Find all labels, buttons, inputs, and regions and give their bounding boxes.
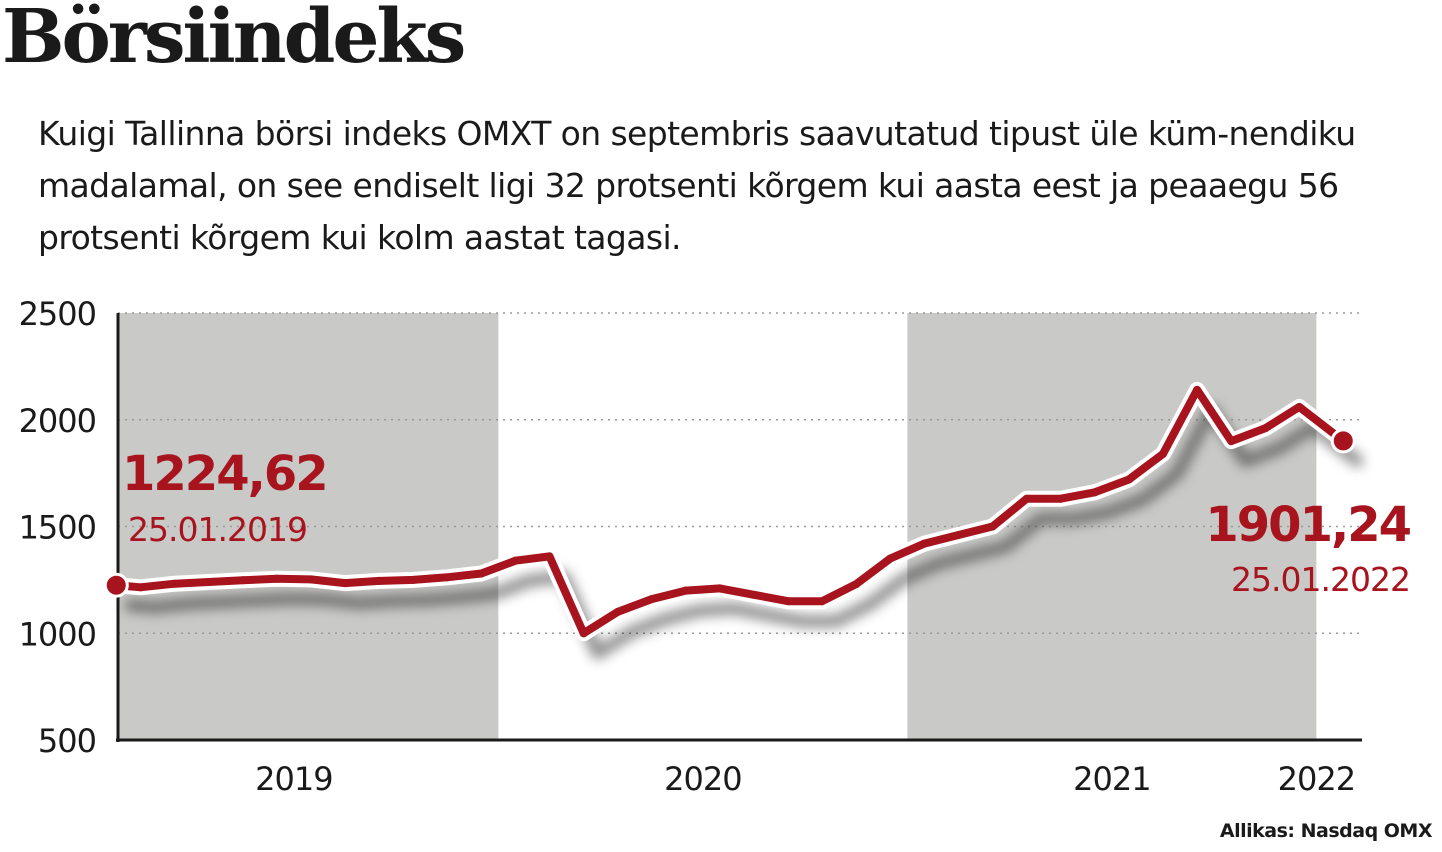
- x-tick-label: 2022: [1278, 760, 1355, 798]
- series-line-shadow: [124, 403, 1364, 660]
- data-point: [1022, 494, 1031, 503]
- data-point: [1261, 424, 1270, 433]
- data-point: [204, 578, 213, 587]
- data-point: [647, 595, 656, 604]
- data-point: [954, 531, 963, 540]
- data-point: [272, 574, 281, 583]
- endpoint-marker: [103, 572, 129, 598]
- y-tick-label: 2000: [19, 402, 96, 440]
- data-point: [375, 576, 384, 585]
- data-point: [545, 552, 554, 561]
- data-point: [511, 556, 520, 565]
- data-point: [920, 539, 929, 548]
- data-point: [409, 575, 418, 584]
- data-point: [238, 576, 247, 585]
- y-tick-label: 500: [38, 722, 96, 760]
- data-point: [852, 580, 861, 589]
- data-point: [170, 579, 179, 588]
- data-point: [988, 522, 997, 531]
- data-point: [579, 629, 588, 638]
- endpoint-marker: [1330, 428, 1356, 454]
- data-point: [1124, 475, 1133, 484]
- data-point: [1056, 494, 1065, 503]
- y-tick-label: 2500: [19, 295, 96, 333]
- data-point: [306, 575, 315, 584]
- data-point: [443, 573, 452, 582]
- data-point: [477, 569, 486, 578]
- data-point: [749, 590, 758, 599]
- chart-subtitle: Kuigi Tallinna börsi indeks OMXT on sept…: [38, 114, 1356, 257]
- data-point: [715, 584, 724, 593]
- start-value-label: 1224,62: [122, 446, 327, 502]
- y-tick-label: 1000: [19, 615, 96, 653]
- start-date-label: 25.01.2019: [128, 510, 307, 549]
- x-tick-label: 2021: [1073, 760, 1150, 798]
- x-tick-label: 2020: [664, 760, 741, 798]
- data-point: [784, 597, 793, 606]
- data-point: [818, 597, 827, 606]
- data-point: [136, 583, 145, 592]
- data-point: [886, 554, 895, 563]
- data-point: [681, 586, 690, 595]
- data-point: [1158, 449, 1167, 458]
- chart-title: Börsiindeks: [2, 0, 466, 80]
- data-point: [1090, 488, 1099, 497]
- data-point: [1295, 402, 1304, 411]
- data-point: [613, 607, 622, 616]
- y-tick-label: 1500: [19, 509, 96, 547]
- data-point: [1193, 385, 1202, 394]
- source-note: Allikas: Nasdaq OMX: [1219, 820, 1433, 842]
- data-point: [1227, 437, 1236, 446]
- data-point: [340, 579, 349, 588]
- line-chart: 500 1000 1500 2000 2500 2019 2020 2021 2022 122…: [19, 295, 1413, 798]
- end-date-label: 25.01.2022: [1231, 560, 1410, 599]
- end-value-label: 1901,24: [1205, 497, 1410, 553]
- x-tick-label: 2019: [255, 760, 332, 798]
